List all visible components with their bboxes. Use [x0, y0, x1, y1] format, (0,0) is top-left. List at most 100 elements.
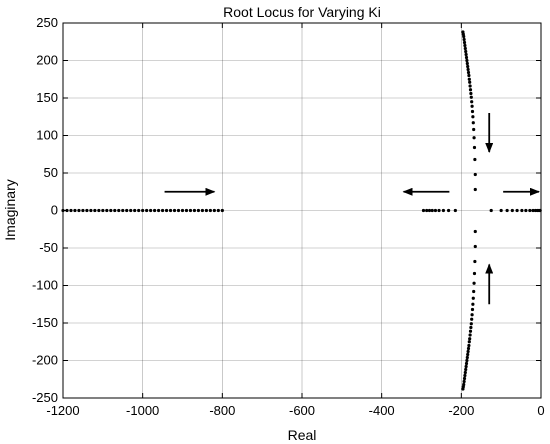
y-axis-ticks: 250 200 150 100 50 0 -50 -100 -150 -200 -250	[32, 15, 541, 405]
locus-point	[472, 127, 476, 132]
locus-point	[473, 259, 477, 264]
locus-point	[468, 88, 473, 92]
locus-point	[466, 64, 470, 69]
locus-point	[109, 208, 113, 213]
locus-point	[160, 208, 165, 213]
x-axis-ticks: -1200 -1000 -800 -600 -400 -200 0	[46, 23, 545, 418]
locus-point	[137, 208, 141, 213]
locus-point	[470, 104, 474, 108]
locus-point	[489, 208, 493, 213]
locus-point	[466, 67, 470, 72]
y-tick-label: -50	[39, 240, 58, 255]
locus-point	[464, 367, 468, 372]
locus-point	[93, 208, 97, 213]
locus-point	[463, 373, 467, 378]
locus-point	[468, 80, 472, 84]
locus-point	[467, 340, 471, 344]
locus-point	[462, 376, 467, 381]
locus-point	[212, 208, 216, 213]
locus-point	[184, 208, 189, 213]
locus-point	[464, 52, 468, 57]
locus-point	[113, 208, 117, 213]
locus-point	[505, 208, 509, 213]
locus-point	[101, 208, 105, 213]
y-tick-label: -150	[32, 315, 58, 330]
locus-point	[133, 208, 137, 213]
locus-point	[531, 208, 535, 213]
locus-point	[472, 281, 476, 285]
locus-point	[81, 208, 85, 213]
x-tick-label: -400	[369, 403, 395, 418]
locus-point	[462, 379, 466, 384]
x-tick-label: -200	[448, 403, 474, 418]
locus-point	[468, 84, 472, 88]
locus-point	[73, 208, 77, 213]
locus-point	[466, 349, 470, 354]
locus-point	[520, 208, 524, 213]
locus-point	[157, 208, 161, 213]
locus-point	[469, 325, 473, 330]
locus-point	[473, 244, 477, 249]
locus-point	[465, 61, 469, 66]
locus-point	[168, 208, 173, 213]
locus-point	[196, 208, 201, 213]
locus-point	[69, 208, 73, 213]
locus-point	[117, 208, 121, 213]
locus-point	[129, 208, 133, 213]
locus-point	[470, 313, 474, 317]
locus-point	[470, 307, 475, 312]
y-tick-label: 200	[36, 53, 58, 68]
locus-point	[471, 296, 475, 300]
locus-point	[192, 208, 197, 213]
locus-point	[105, 208, 109, 213]
locus-point	[473, 172, 477, 177]
x-tick-label: -600	[289, 403, 315, 418]
locus-point	[125, 208, 129, 213]
locus-point	[471, 115, 475, 119]
locus-point	[180, 208, 185, 213]
locus-point	[462, 40, 467, 45]
locus-point	[77, 208, 81, 213]
locus-point	[469, 95, 473, 99]
locus-point	[437, 208, 441, 213]
y-tick-label: 0	[51, 203, 58, 218]
locus-point	[469, 322, 473, 326]
x-axis-label: Real	[288, 427, 317, 443]
locus-point	[464, 49, 468, 54]
y-tick-label: 50	[44, 165, 58, 180]
y-tick-label: -100	[32, 278, 58, 293]
locus-point	[468, 329, 473, 333]
y-tick-label: -200	[32, 353, 58, 368]
direction-arrows	[164, 113, 541, 305]
locus-point	[499, 208, 503, 213]
locus-point	[164, 208, 169, 213]
locus-point	[430, 208, 434, 213]
locus-point	[466, 346, 471, 351]
y-tick-label: 250	[36, 15, 58, 30]
locus-point	[441, 208, 446, 213]
x-tick-label: -1200	[46, 403, 79, 418]
locus-point	[464, 364, 468, 369]
x-tick-label: -800	[209, 403, 235, 418]
y-axis-label: Imaginary	[2, 179, 18, 240]
locus-point	[463, 43, 467, 48]
locus-point	[466, 352, 470, 357]
locus-point	[149, 208, 153, 213]
locus-point	[528, 208, 532, 213]
locus-point	[467, 77, 471, 81]
locus-point	[188, 208, 193, 213]
locus-point	[467, 73, 471, 78]
locus-point	[466, 70, 471, 75]
locus-point	[97, 208, 101, 213]
locus-point	[468, 333, 472, 337]
locus-point	[471, 121, 475, 125]
locus-point	[515, 208, 519, 213]
locus-point	[427, 208, 432, 213]
x-tick-label: -1000	[126, 403, 159, 418]
locus-point	[473, 229, 477, 234]
locus-point	[470, 100, 474, 104]
locus-point	[145, 208, 149, 213]
locus-point	[433, 208, 438, 213]
locus-point	[425, 208, 429, 213]
